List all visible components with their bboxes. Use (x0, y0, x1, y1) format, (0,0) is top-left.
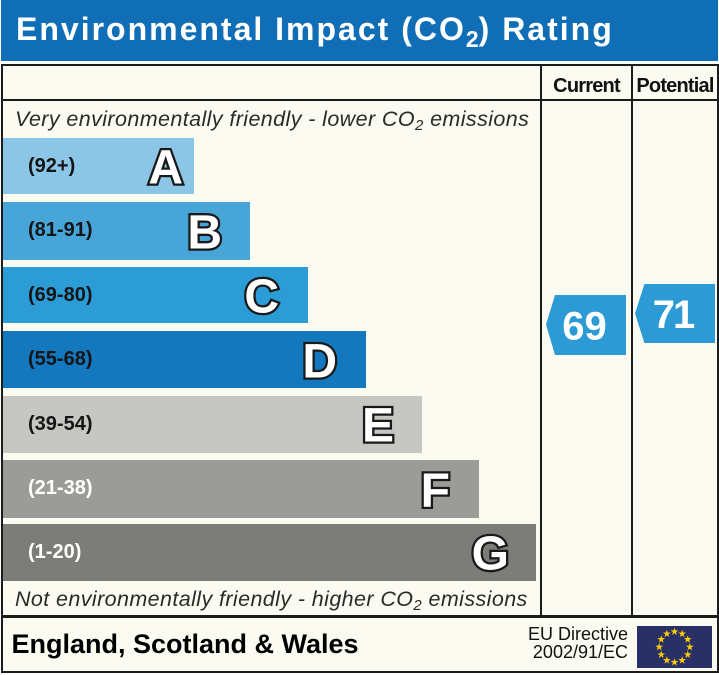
svg-text:A: A (148, 142, 183, 194)
svg-text:E: E (362, 400, 394, 453)
svg-text:G: G (472, 528, 509, 580)
svg-text:71: 71 (653, 293, 695, 337)
svg-text:B: B (187, 206, 222, 259)
svg-text:D: D (302, 335, 337, 388)
svg-text:69: 69 (562, 305, 607, 349)
svg-text:C: C (244, 271, 279, 323)
svg-text:F: F (421, 464, 450, 517)
